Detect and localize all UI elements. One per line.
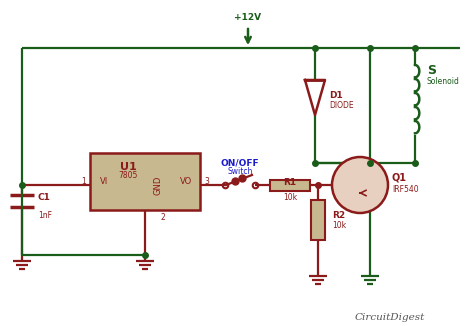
Text: 2: 2: [161, 214, 165, 223]
Text: +12V: +12V: [235, 13, 262, 22]
Text: CircuitDigest: CircuitDigest: [355, 314, 425, 322]
Text: Switch: Switch: [228, 168, 253, 176]
Text: 1: 1: [81, 176, 86, 185]
Text: S: S: [427, 64, 436, 77]
Text: VO: VO: [180, 176, 192, 185]
Text: Solenoid: Solenoid: [427, 78, 460, 86]
Text: 1nF: 1nF: [38, 211, 52, 219]
Bar: [90, 153, 200, 210]
Text: 10k: 10k: [283, 192, 297, 201]
Text: Q1: Q1: [392, 172, 407, 182]
Text: 3: 3: [204, 176, 209, 185]
Text: C1: C1: [38, 194, 51, 202]
Text: R1: R1: [283, 178, 297, 187]
Text: GND: GND: [154, 175, 163, 195]
Text: D1: D1: [329, 91, 343, 99]
Text: ON/OFF: ON/OFF: [221, 158, 259, 168]
Bar: [270, 180, 310, 191]
Text: R2: R2: [332, 212, 345, 220]
Bar: [311, 200, 325, 240]
Text: 10k: 10k: [332, 221, 346, 230]
Text: VI: VI: [100, 176, 108, 185]
Text: U1: U1: [120, 162, 137, 172]
Circle shape: [332, 157, 388, 213]
Text: DIODE: DIODE: [329, 101, 354, 111]
Text: IRF540: IRF540: [392, 185, 419, 194]
Text: 7805: 7805: [119, 170, 138, 180]
